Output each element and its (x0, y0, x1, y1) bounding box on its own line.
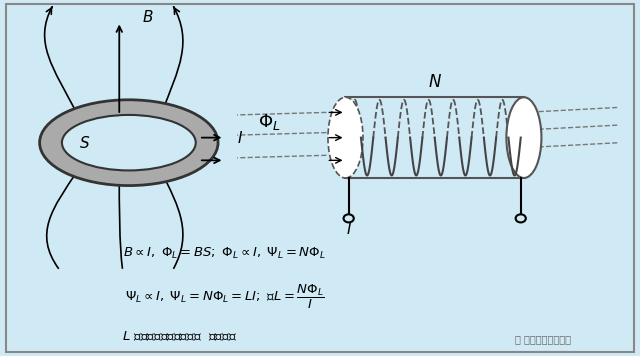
Text: $B \propto I,\; \Phi_L = BS;\; \Phi_L \propto I,\; \Psi_L = N\Phi_L$: $B \propto I,\; \Phi_L = BS;\; \Phi_L \p… (123, 246, 326, 261)
Text: $L$ 叫做线圈的自感系数，  简称自感: $L$ 叫做线圈的自感系数， 简称自感 (122, 330, 237, 344)
Ellipse shape (506, 97, 541, 178)
Text: $\Psi_L \propto I,\; \Psi_L = N\Phi_L = LI;\; \text{或} L = \dfrac{N\Phi_L}{I}$: $\Psi_L \propto I,\; \Psi_L = N\Phi_L = … (125, 282, 324, 311)
Text: $I$: $I$ (346, 220, 352, 236)
Text: $N$: $N$ (428, 73, 442, 91)
Text: $\Phi_L$: $\Phi_L$ (258, 112, 280, 132)
Ellipse shape (62, 115, 196, 171)
Ellipse shape (40, 100, 218, 185)
Text: $I$: $I$ (237, 130, 243, 146)
Text: $S$: $S$ (79, 135, 90, 151)
Ellipse shape (328, 97, 363, 178)
Text: $B$: $B$ (141, 9, 153, 25)
Text: 🔧 硬件十万个为什么: 🔧 硬件十万个为什么 (515, 335, 571, 345)
